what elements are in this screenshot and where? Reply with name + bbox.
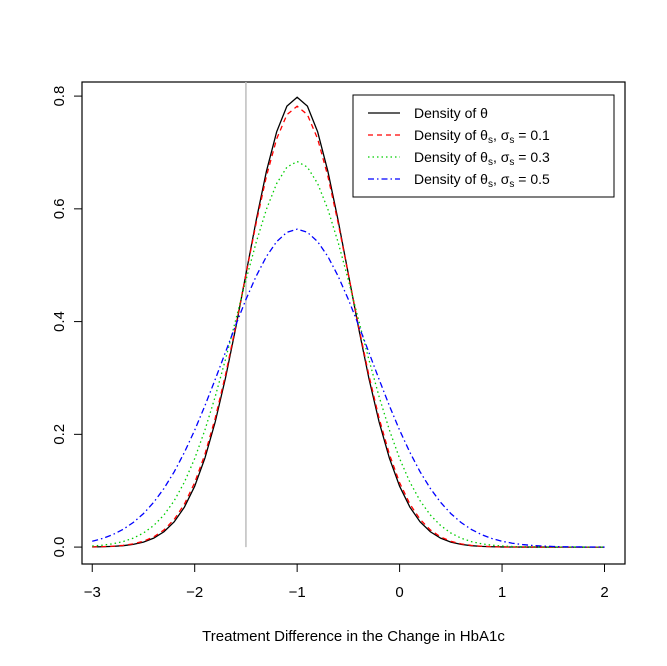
legend-box <box>352 94 615 198</box>
y-tick-label: 0.6 <box>51 198 68 219</box>
x-tick-label: −2 <box>186 584 203 601</box>
series-line-3 <box>92 160 605 548</box>
x-axis: −3 −2 −1 0 1 2 <box>84 563 609 601</box>
legend-label-2: Density of θs, σs = 0.1 <box>414 127 550 146</box>
x-tick-label: 1 <box>498 584 506 601</box>
series-line-4 <box>92 228 605 548</box>
legend-label-1: Density of θ <box>414 105 488 121</box>
series-layer <box>92 96 605 548</box>
x-tick-label: −3 <box>84 584 101 601</box>
legend-label-3: Density of θs, σs = 0.3 <box>414 149 550 168</box>
y-tick-label: 0.2 <box>51 424 68 445</box>
x-tick-label: −1 <box>289 584 306 601</box>
series-line-2 <box>92 105 605 548</box>
y-tick-label: 0.4 <box>51 311 68 332</box>
y-axis: 0.0 0.2 0.4 0.6 0.8 <box>51 86 83 558</box>
x-tick-label: 0 <box>395 584 403 601</box>
legend: Density of θ Density of θs, σs = 0.1 Densi… <box>352 94 615 198</box>
legend-label-4: Density of θs, σs = 0.5 <box>414 171 550 190</box>
x-tick-label: 2 <box>600 584 608 601</box>
y-tick-label: 0.0 <box>51 537 68 558</box>
x-axis-title: Treatment Difference in the Change in Hb… <box>202 628 505 645</box>
y-tick-label: 0.8 <box>51 86 68 107</box>
